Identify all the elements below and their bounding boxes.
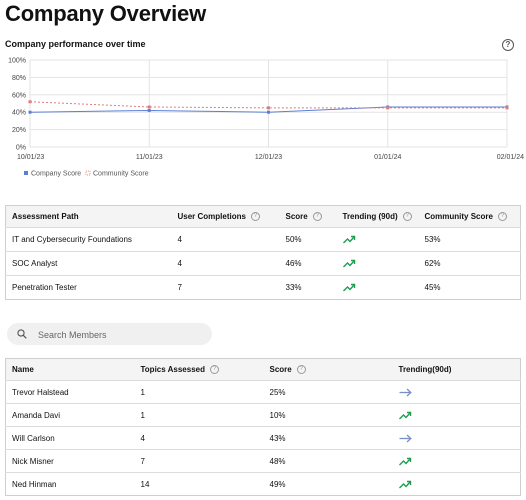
data-point bbox=[267, 110, 270, 114]
y-tick-label: 40% bbox=[12, 110, 26, 117]
data-point bbox=[28, 110, 32, 114]
help-icon[interactable]: ? bbox=[312, 212, 322, 222]
x-tick-label: 11/01/23 bbox=[136, 154, 163, 161]
help-icon[interactable]: ? bbox=[497, 212, 507, 222]
score-cell: 49% bbox=[269, 479, 286, 489]
data-point bbox=[267, 106, 270, 110]
trending-up-icon bbox=[392, 449, 521, 473]
help-icon[interactable]: ? bbox=[250, 212, 260, 222]
col-assessment-path[interactable]: Assessment Path bbox=[5, 205, 172, 228]
table-row[interactable]: Amanda Davi 1 10% bbox=[5, 403, 521, 427]
assessment-path-cell[interactable]: SOC Analyst bbox=[5, 251, 172, 276]
chart-title: Company performance over time bbox=[5, 39, 146, 49]
y-tick-label: 80% bbox=[12, 75, 26, 82]
topics-assessed-cell: 7 bbox=[134, 449, 264, 473]
assessment-path-cell[interactable]: Penetration Tester bbox=[12, 283, 77, 292]
search-bar[interactable] bbox=[7, 323, 212, 345]
y-tick-label: 0% bbox=[16, 145, 26, 152]
table-row[interactable]: Trevor Halstead 1 25% bbox=[5, 380, 521, 404]
table-row[interactable]: Will Carlson 4 43% bbox=[5, 426, 521, 450]
y-tick-label: 20% bbox=[12, 127, 26, 134]
col-community-score[interactable]: Community Score? bbox=[418, 205, 521, 228]
topics-assessed-cell: 1 bbox=[134, 380, 264, 404]
table-row[interactable]: Penetration Tester 7 33% 45% bbox=[6, 276, 521, 300]
col-user-completions[interactable]: User Completions? bbox=[171, 205, 280, 228]
table-row[interactable]: SOC Analyst 4 46% 62% bbox=[5, 251, 521, 276]
completions-cell: 4 bbox=[171, 227, 280, 252]
topics-assessed-cell: 1 bbox=[134, 403, 264, 427]
score-cell: 48% bbox=[263, 449, 393, 473]
help-icon[interactable]: ? bbox=[209, 365, 219, 375]
topics-assessed-cell: 14 bbox=[140, 479, 150, 489]
score-cell: 43% bbox=[263, 426, 393, 450]
legend-label: Company Score bbox=[31, 171, 81, 178]
y-tick-label: 100% bbox=[8, 58, 26, 65]
x-tick-label: 02/01/24 bbox=[497, 154, 524, 161]
table-header-row: Assessment Path User Completions? Score?… bbox=[5, 205, 521, 228]
score-cell: 25% bbox=[263, 380, 393, 404]
assessment-path-table: Assessment Path User Completions? Score?… bbox=[5, 205, 521, 300]
series-line bbox=[29, 101, 507, 109]
score-cell: 46% bbox=[279, 251, 337, 276]
arrow-right-icon bbox=[392, 380, 521, 404]
search-icon bbox=[17, 329, 27, 339]
trending-up-icon bbox=[337, 276, 419, 300]
data-point bbox=[147, 108, 151, 112]
table-row[interactable]: Nick Misner 7 48% bbox=[5, 449, 521, 473]
member-name-cell[interactable]: Ned Hinman bbox=[12, 479, 57, 489]
help-icon[interactable]: ? bbox=[502, 39, 514, 51]
community-score-cell: 45% bbox=[424, 283, 441, 292]
x-tick-label: 10/01/23 bbox=[17, 154, 44, 161]
table-row[interactable]: Ned Hinman 14 49% bbox=[6, 473, 521, 496]
table-row[interactable]: IT and Cybersecurity Foundations 4 50% 53% bbox=[5, 227, 521, 252]
col-score[interactable]: Score? bbox=[263, 358, 393, 381]
col-trending[interactable]: Trending (90d)? bbox=[336, 205, 419, 228]
trending-up-icon bbox=[393, 473, 521, 496]
member-name-cell[interactable]: Nick Misner bbox=[5, 449, 135, 473]
completions-cell: 4 bbox=[171, 251, 280, 276]
search-input[interactable] bbox=[36, 326, 210, 344]
x-tick-label: 01/01/24 bbox=[374, 154, 401, 161]
member-name-cell[interactable]: Will Carlson bbox=[5, 426, 135, 450]
legend-label: Community Score bbox=[93, 171, 149, 178]
help-icon[interactable]: ? bbox=[296, 365, 306, 375]
score-cell: 50% bbox=[279, 227, 337, 252]
member-name-cell[interactable]: Amanda Davi bbox=[5, 403, 135, 427]
col-topics-assessed[interactable]: Topics Assessed? bbox=[134, 358, 264, 381]
page-title: Company Overview bbox=[5, 1, 206, 26]
table-header-row: Name Topics Assessed? Score? Trending(90… bbox=[5, 358, 521, 381]
score-cell: 10% bbox=[263, 403, 393, 427]
x-tick-label: 12/01/23 bbox=[255, 154, 282, 161]
trending-up-icon bbox=[392, 403, 521, 427]
trending-up-icon bbox=[336, 251, 419, 276]
legend-swatch bbox=[85, 170, 91, 176]
col-name[interactable]: Name bbox=[5, 358, 135, 381]
y-tick-label: 60% bbox=[12, 92, 26, 99]
col-trending[interactable]: Trending(90d) bbox=[392, 358, 521, 381]
score-cell: 33% bbox=[285, 283, 302, 292]
topics-assessed-cell: 4 bbox=[134, 426, 264, 450]
data-point bbox=[147, 105, 151, 109]
member-name-cell[interactable]: Trevor Halstead bbox=[5, 380, 135, 404]
arrow-right-icon bbox=[392, 426, 521, 450]
trending-up-icon bbox=[336, 227, 419, 252]
assessment-path-cell[interactable]: IT and Cybersecurity Foundations bbox=[5, 227, 172, 252]
data-point bbox=[386, 106, 390, 110]
performance-chart: 0% 20% 40% 60% 80% 100% 10/01/23 11/01/23 12/01/… bbox=[8, 58, 524, 178]
legend-swatch bbox=[24, 171, 28, 175]
members-table: Name Topics Assessed? Score? Trending(90… bbox=[5, 358, 521, 496]
community-score-cell: 53% bbox=[418, 227, 521, 252]
completions-cell: 7 bbox=[177, 283, 182, 292]
col-score[interactable]: Score? bbox=[279, 205, 337, 228]
data-point bbox=[505, 106, 509, 110]
community-score-cell: 62% bbox=[418, 251, 521, 276]
data-point bbox=[28, 100, 32, 104]
help-icon[interactable]: ? bbox=[402, 212, 412, 222]
